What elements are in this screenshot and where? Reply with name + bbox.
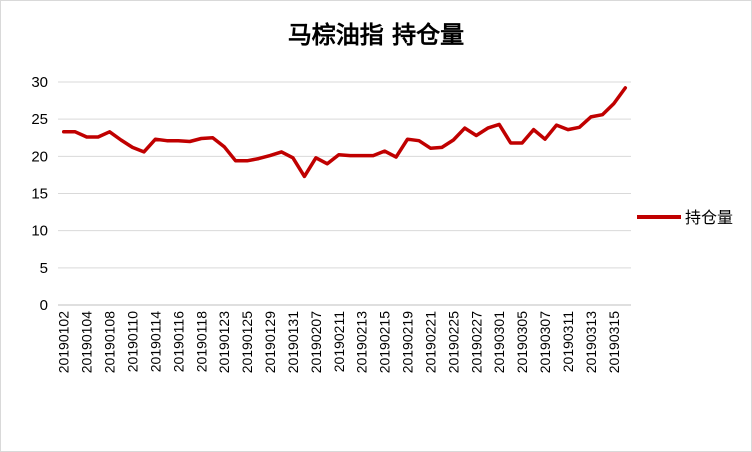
chart-title: 马棕油指 持仓量 bbox=[287, 21, 465, 49]
x-tick-label: 20190104 bbox=[79, 311, 95, 374]
y-tick-label: 15 bbox=[31, 186, 48, 203]
x-tick-label: 20190211 bbox=[331, 311, 347, 372]
y-tick-label: 25 bbox=[31, 111, 48, 128]
y-tick-label: 20 bbox=[31, 148, 48, 165]
series-layer bbox=[61, 86, 628, 179]
x-tick-label: 20190315 bbox=[606, 311, 622, 374]
x-tick-label: 20190227 bbox=[468, 311, 484, 374]
x-tick-label: 20190108 bbox=[102, 311, 118, 374]
x-tick-label: 20190213 bbox=[354, 311, 370, 374]
series-line bbox=[61, 86, 628, 179]
x-tick-label: 20190114 bbox=[147, 311, 163, 372]
y-axis-ticks: 0 5 10 15 20 25 30 bbox=[31, 74, 48, 314]
x-tick-label: 20190118 bbox=[193, 311, 209, 372]
x-tick-label: 20190225 bbox=[445, 311, 461, 374]
x-tick-label: 20190221 bbox=[422, 311, 438, 374]
gridlines bbox=[58, 81, 631, 306]
x-tick-label: 20190116 bbox=[170, 311, 186, 372]
x-tick-label: 20190215 bbox=[377, 311, 393, 374]
x-tick-label: 20190110 bbox=[124, 311, 140, 372]
y-tick-label: 10 bbox=[31, 223, 48, 240]
x-tick-label: 20190125 bbox=[239, 311, 255, 374]
x-tick-label: 20190131 bbox=[285, 311, 301, 374]
x-tick-label: 20190305 bbox=[514, 311, 530, 374]
x-tick-label: 20190207 bbox=[308, 311, 324, 374]
x-tick-label: 20190311 bbox=[560, 311, 576, 372]
y-tick-label: 5 bbox=[40, 260, 48, 277]
y-tick-label: 0 bbox=[40, 297, 48, 314]
x-tick-label: 20190313 bbox=[583, 311, 599, 374]
y-tick-label: 30 bbox=[31, 74, 48, 91]
legend-label: 持仓量 bbox=[685, 209, 733, 227]
x-axis-ticks: 20190102 20190104 20190108 20190110 20190114… bbox=[56, 311, 622, 374]
x-tick-label: 20190307 bbox=[537, 311, 553, 374]
x-tick-label: 20190129 bbox=[262, 311, 278, 374]
legend: 持仓量 bbox=[637, 209, 733, 227]
x-tick-label: 20190219 bbox=[400, 311, 416, 374]
x-tick-label: 20190102 bbox=[56, 311, 72, 374]
x-tick-label: 20190301 bbox=[491, 311, 507, 374]
x-tick-label: 20190123 bbox=[216, 311, 232, 374]
